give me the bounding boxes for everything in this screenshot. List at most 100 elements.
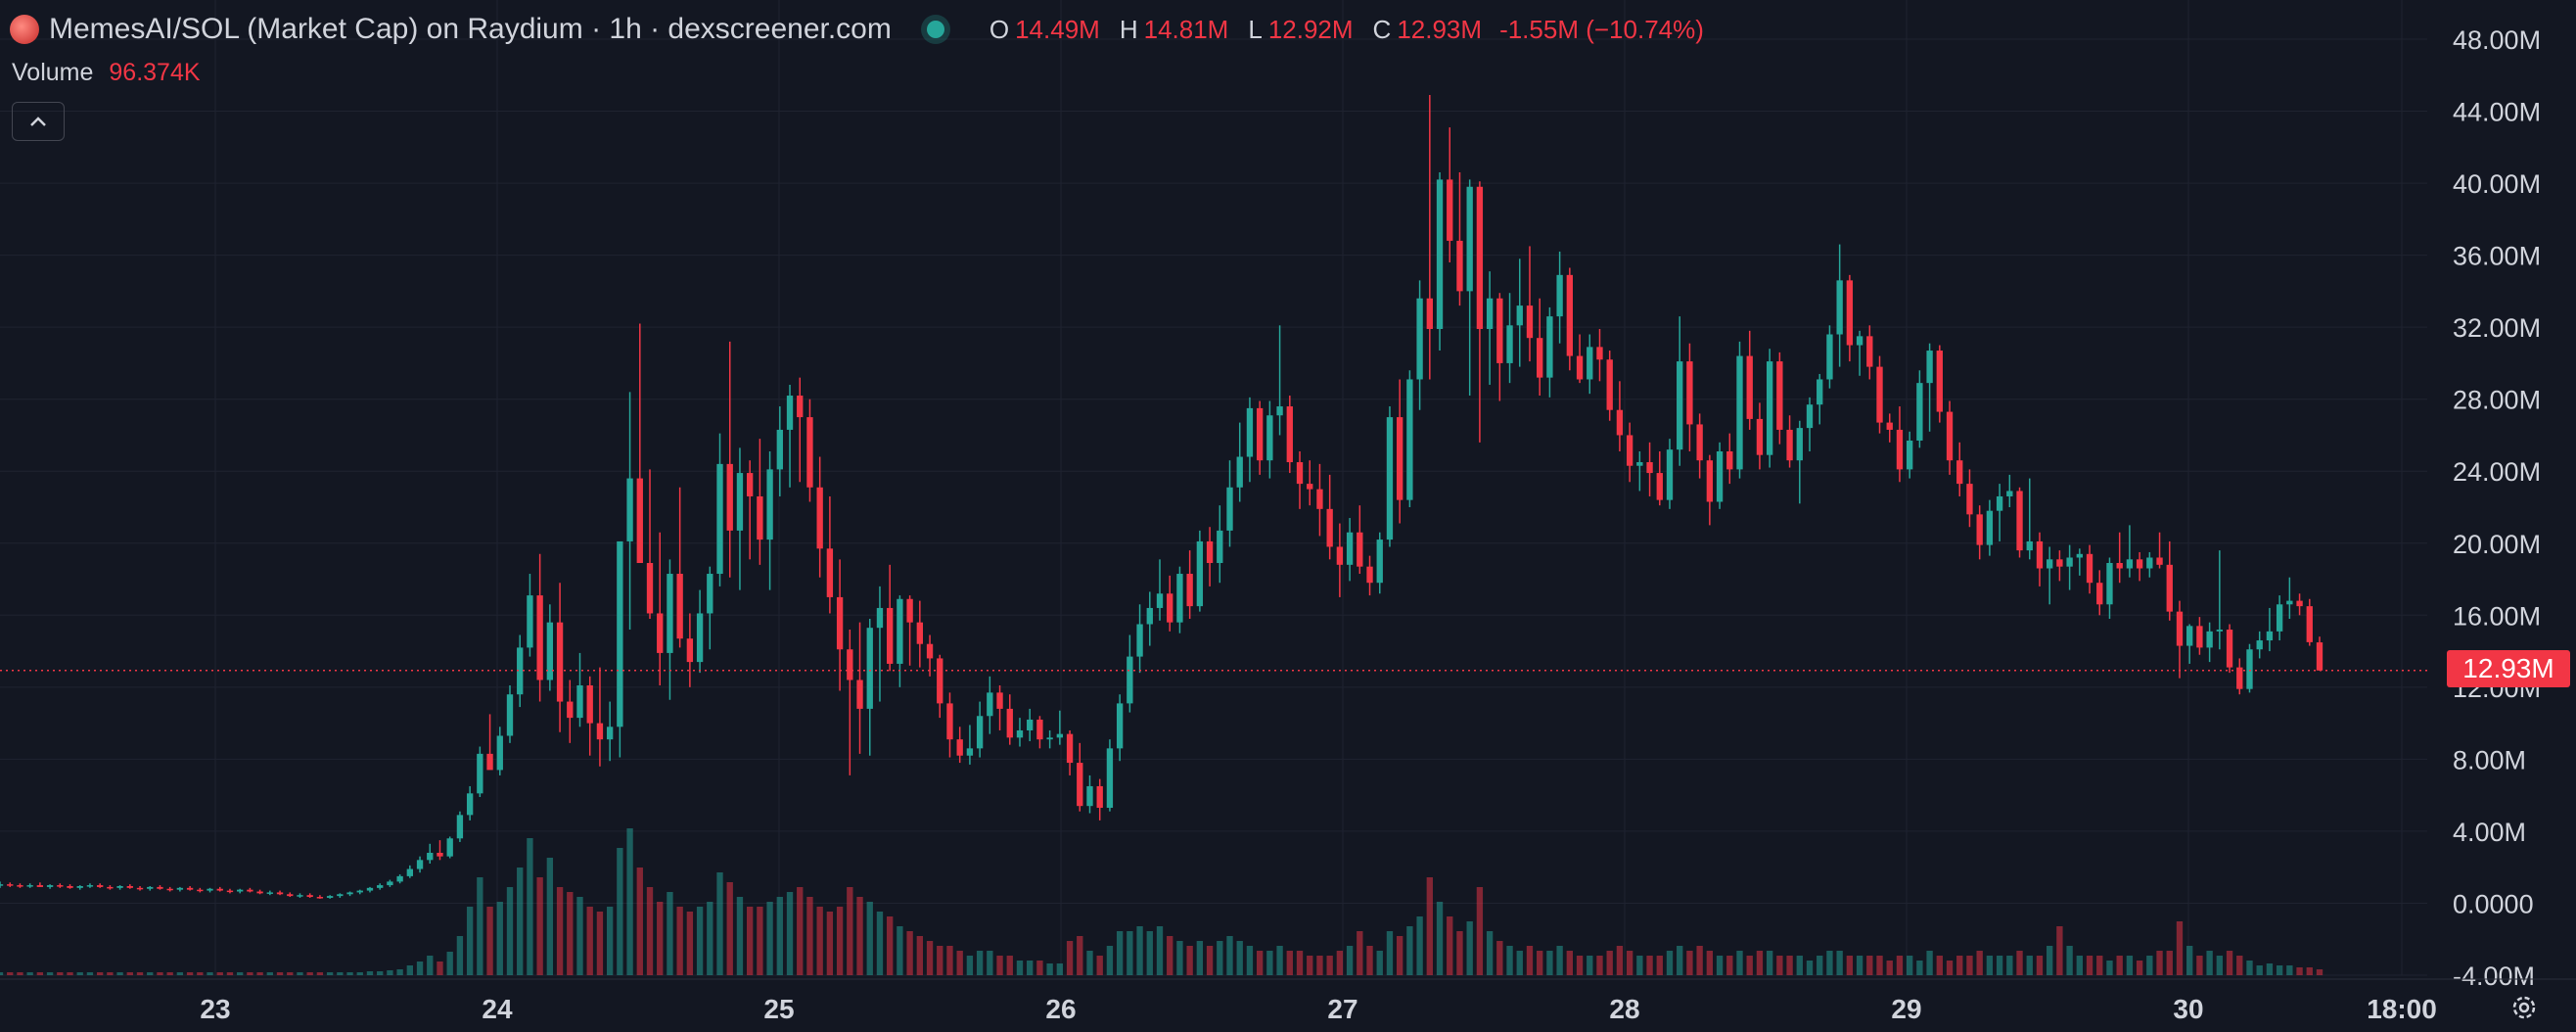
candle-body (1946, 411, 1954, 461)
volume-bar (2236, 956, 2243, 975)
candle-body (1566, 274, 1574, 356)
volume-bar (836, 907, 844, 975)
volume-bar (26, 972, 33, 975)
volume-bar (2276, 965, 2283, 975)
collapse-legend-button[interactable] (12, 102, 65, 141)
candle-body (956, 739, 963, 756)
status-dot-icon (926, 21, 944, 38)
candle-body (276, 892, 284, 895)
candle-body (136, 887, 144, 890)
volume-bar (86, 972, 94, 975)
close-label: C (1372, 14, 1392, 44)
volume-bar (1736, 951, 1743, 975)
candle-body (86, 885, 94, 887)
volume-bar (1256, 951, 1264, 975)
candle-body (2316, 642, 2323, 671)
x-tick-label: 18:00 (2367, 994, 2437, 1024)
candle-body (797, 396, 804, 418)
candle-body (1236, 456, 1243, 488)
candle-body (1447, 179, 1453, 241)
volume-bar (2296, 967, 2303, 975)
volume-bar (76, 972, 83, 975)
volume-bar (1106, 946, 1114, 975)
volume-bar (2206, 951, 2213, 975)
volume-bar (1846, 956, 1854, 975)
candle-body (1416, 298, 1423, 380)
volume-bar (1027, 961, 1034, 975)
volume-bar (207, 972, 213, 975)
volume-bar (1226, 936, 1233, 975)
volume-bar (2186, 946, 2193, 975)
volume-bar (1096, 956, 1103, 975)
candle-body (1346, 532, 1354, 565)
volume-bar (57, 972, 64, 975)
volume-bar (746, 907, 754, 975)
low-value: 12.92M (1267, 14, 1354, 44)
candle-body (346, 892, 353, 895)
candle-body (707, 574, 713, 614)
volume-bar (2106, 961, 2113, 975)
volume-bar (456, 936, 464, 975)
volume-bar (496, 902, 503, 975)
candle-body (1766, 361, 1773, 455)
volume-bar (1286, 951, 1293, 975)
candle-body (256, 891, 263, 894)
candle-body (897, 598, 903, 664)
volume-bar (1726, 956, 1733, 975)
y-tick-label: 44.00M (2453, 98, 2541, 127)
candle-body (2047, 559, 2053, 569)
candle-body (1666, 449, 1674, 500)
volume-bar (1537, 951, 1543, 975)
volume-bar (1276, 946, 1283, 975)
volume-bar (847, 887, 853, 975)
candle-body (1776, 361, 1783, 430)
volume-bar (1127, 931, 1133, 975)
candle-body (1996, 495, 2003, 511)
volume-bar (2256, 965, 2263, 975)
volume-bar (776, 897, 783, 975)
candle-body (387, 881, 393, 886)
candle-body (1096, 785, 1103, 809)
candle-body (147, 886, 154, 889)
candle-body (2246, 649, 2253, 689)
candle-body (506, 694, 514, 736)
volume-bar (826, 912, 834, 975)
candle-body (486, 753, 493, 771)
volume-bar (866, 902, 873, 975)
candle-body (1606, 359, 1613, 410)
candle-body (987, 692, 993, 717)
volume-bar (7, 972, 14, 975)
y-tick-label: 24.00M (2453, 457, 2541, 487)
candle-body (1406, 379, 1413, 500)
candle-body (1397, 417, 1403, 500)
candle-body (2036, 540, 2044, 569)
candle-body (856, 680, 863, 709)
volume-bar (766, 902, 773, 975)
volume-bar (1677, 946, 1683, 975)
candle-body (1316, 489, 1323, 509)
candle-body (36, 885, 44, 887)
chart-settings-button[interactable] (2507, 991, 2541, 1024)
candle-body (736, 473, 744, 531)
candle-body (157, 886, 163, 889)
candle-body (757, 495, 763, 540)
candle-body (226, 890, 234, 893)
candle-body (1906, 440, 1913, 470)
candle-body (1817, 379, 1823, 405)
volume-bar (667, 892, 673, 975)
candle-body (96, 885, 104, 887)
volume-bar (1956, 956, 1963, 975)
candle-body (626, 478, 633, 541)
volume-bar (527, 838, 533, 975)
volume-bar (356, 972, 363, 975)
candle-body (836, 596, 844, 650)
candle-body (337, 894, 344, 897)
volume-bar (926, 941, 934, 975)
candle-body (2276, 604, 2283, 632)
volume-bar (1456, 931, 1463, 975)
gear-icon (2512, 996, 2536, 1019)
volume-bar (1476, 887, 1484, 975)
volume-bar (606, 907, 614, 975)
candle-body (567, 701, 574, 719)
